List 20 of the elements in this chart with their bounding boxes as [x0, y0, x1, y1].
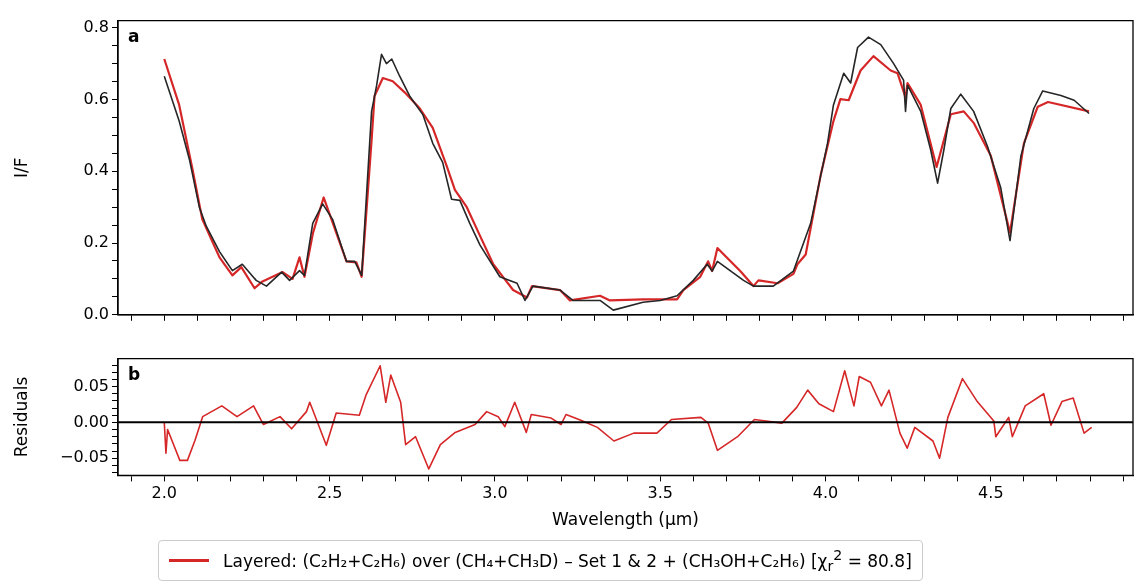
x-axis-title: Wavelength (µm) [552, 509, 699, 530]
x-tick-label: 3.0 [482, 483, 508, 503]
x-tick-label: 4.0 [812, 483, 839, 503]
y-tick-label: 0.8 [83, 16, 109, 36]
x-tick-label: 2.5 [316, 483, 343, 503]
x-tick-label: 4.5 [978, 483, 1004, 503]
y-tick-label: 0.0 [83, 303, 109, 323]
legend-label: Layered: (C₂H₂+C₂H₆) over (CH₄+CH₃D) – Set 1 & 2 + (CH₃OH+C₂H₆) [χ$_{r}$$^{2}$ = 80.8] [223, 547, 912, 575]
y-tick-label: 0.00 [73, 411, 109, 431]
y-tick-label: 0.6 [83, 88, 109, 108]
y-tick-label: 0.4 [83, 160, 109, 180]
annotation: a [128, 25, 140, 46]
y-axis-title: Residuals [10, 376, 31, 458]
x-tick-label: 2.0 [151, 483, 178, 503]
y-axis-title: I/F [10, 157, 31, 178]
y-tick-label: −0.05 [59, 447, 109, 467]
annotation: b [128, 363, 141, 384]
x-tick-label: 3.5 [647, 483, 673, 503]
y-tick-label: 0.2 [83, 232, 109, 252]
y-tick-label: 0.05 [73, 375, 109, 395]
